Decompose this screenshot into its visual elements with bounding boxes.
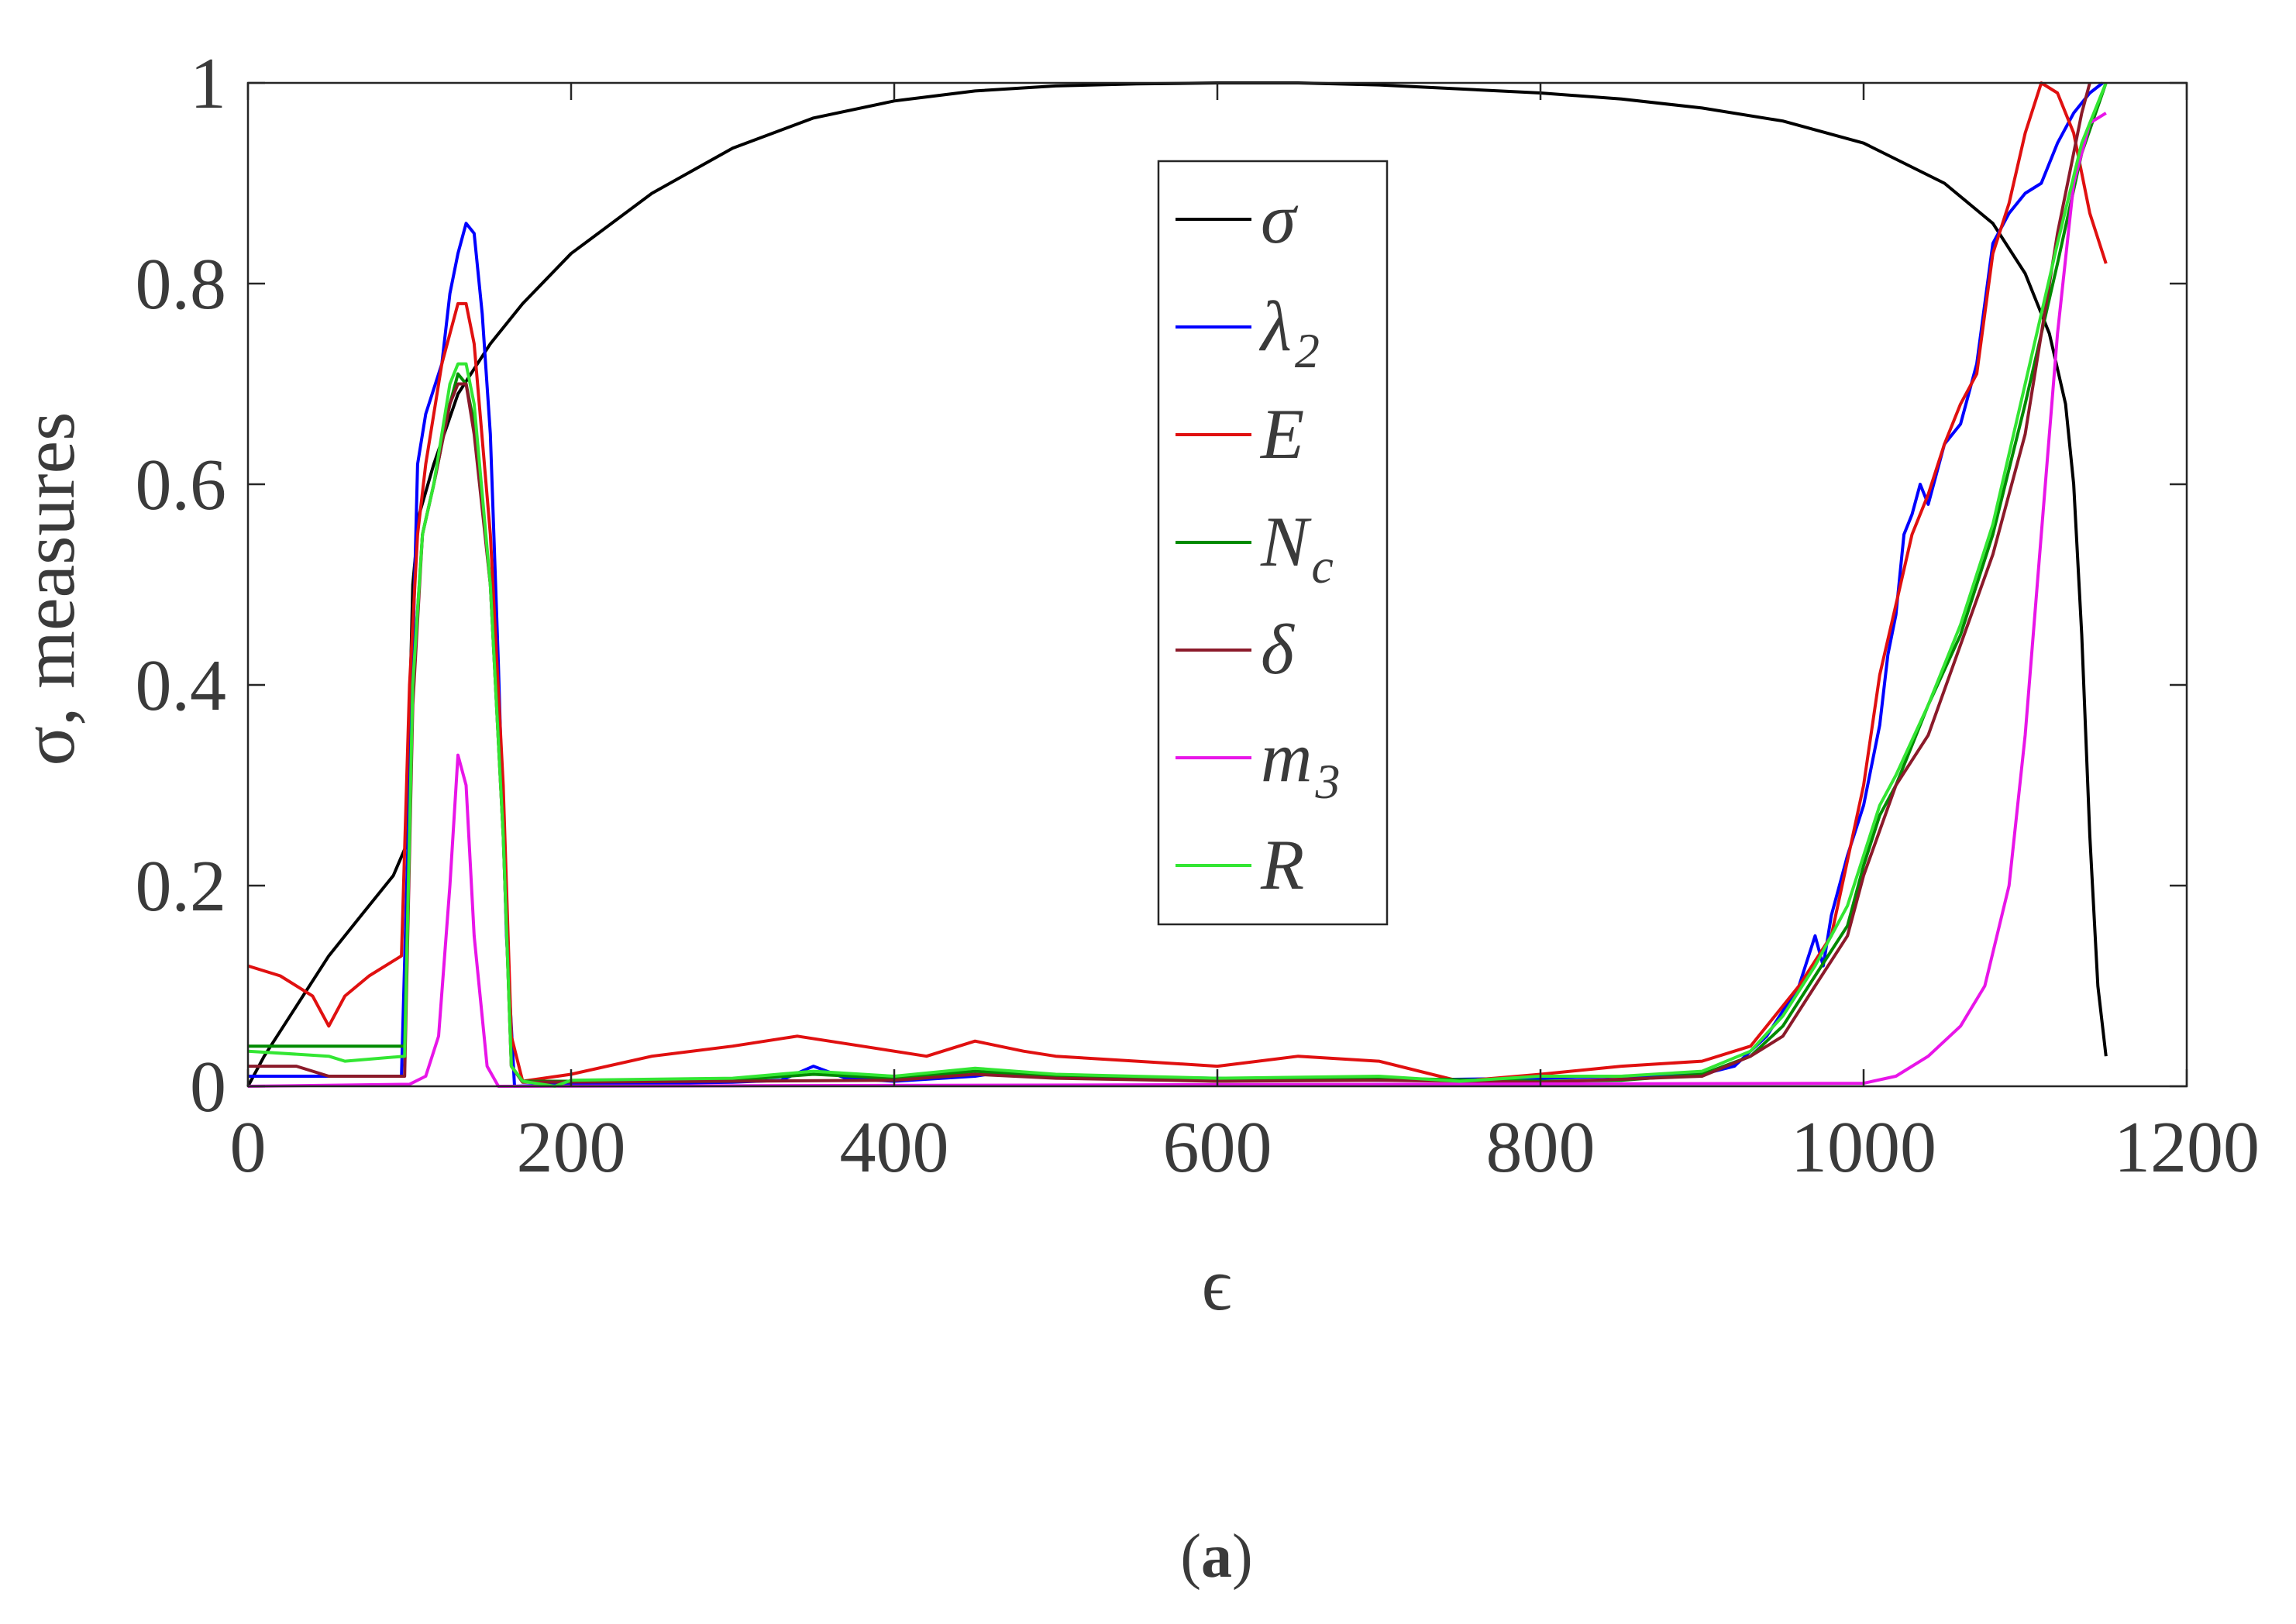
y-tick-label: 0.4	[136, 645, 227, 726]
legend-label-3: E	[1259, 394, 1304, 473]
y-tick-label: 0.8	[136, 244, 227, 325]
y-tick-label: 0.6	[136, 445, 227, 525]
figure-caption: (a)	[1180, 1522, 1252, 1591]
legend-label-1: σ	[1261, 179, 1299, 258]
legend: σ λ2 E Nc δ m3 R	[1157, 160, 1389, 926]
legend-label-5: δ	[1261, 610, 1295, 689]
x-tick-label: 800	[1486, 1107, 1595, 1188]
legend-label-7: R	[1260, 825, 1304, 904]
x-tick-label: 1000	[1791, 1107, 1936, 1188]
x-tick-label: 1200	[2114, 1107, 2260, 1188]
series-line-7	[247, 82, 2108, 1088]
y-tick-label: 1	[190, 43, 226, 124]
y-tick-label: 0	[190, 1047, 226, 1127]
y-tick-label: 0.2	[136, 846, 227, 927]
x-tick-label: 200	[517, 1107, 626, 1188]
x-tick-label: 600	[1163, 1107, 1272, 1188]
series-layer	[246, 81, 2108, 1088]
caption-letter: a	[1201, 1522, 1232, 1591]
x-axis-label: ϵ	[1202, 1243, 1232, 1326]
legend-label-6: m3	[1261, 717, 1340, 809]
legend-label-4: Nc	[1260, 502, 1334, 594]
y-axis-label: σ, measures	[7, 412, 90, 766]
series-line-3	[247, 81, 2108, 1083]
x-tick-label: 400	[840, 1107, 949, 1188]
axes-layer: 0 200 400 600 800 1000 1200 0 0.2 0.4 0.6 0.8 1	[136, 43, 2260, 1188]
series-line-6	[247, 112, 2107, 1088]
x-tick-label: 0	[230, 1107, 267, 1188]
legend-label-2: λ2	[1258, 287, 1320, 378]
